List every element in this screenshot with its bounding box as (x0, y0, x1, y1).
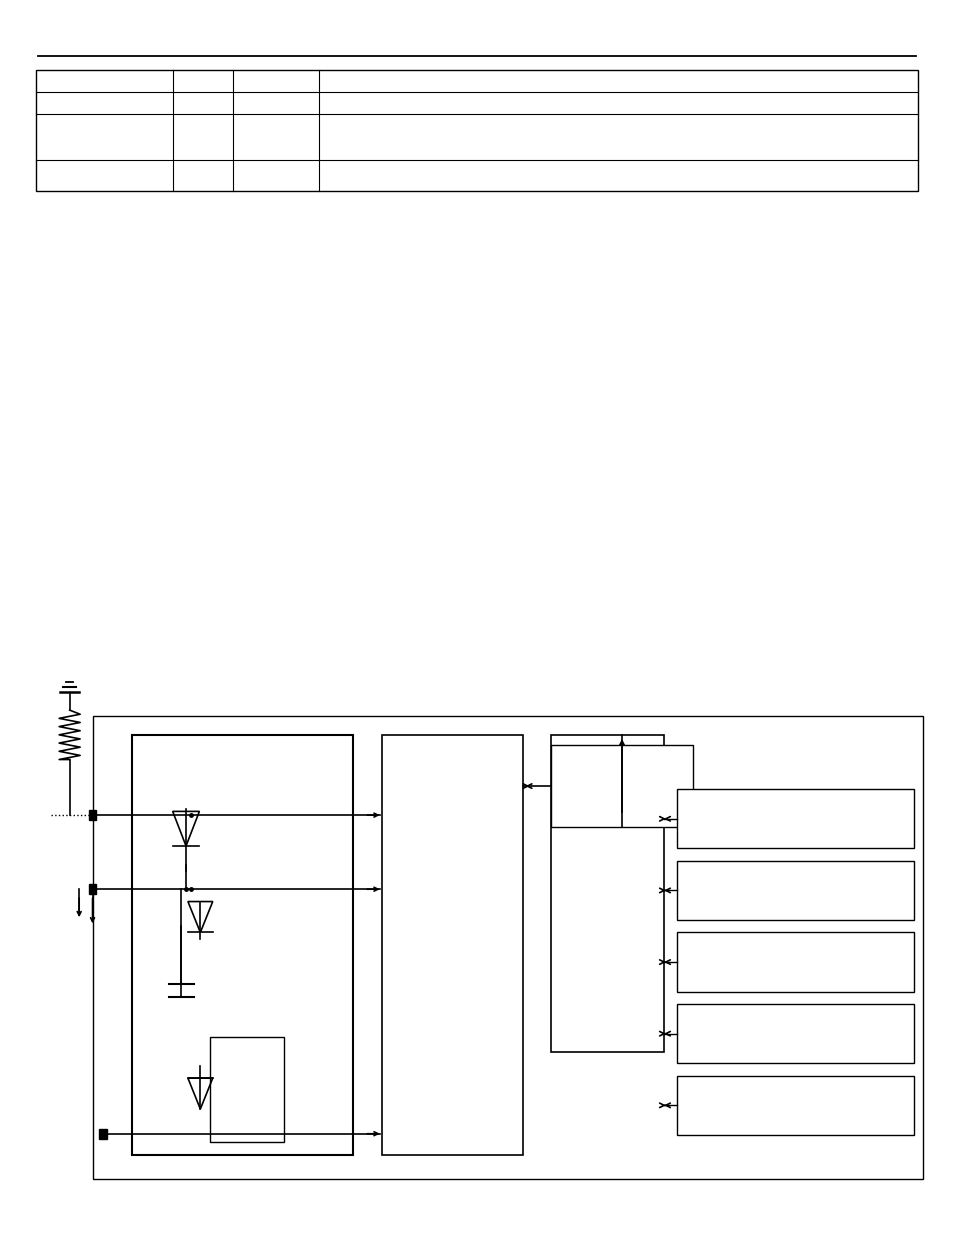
Bar (89, 884, 96, 894)
Bar (677, 932, 913, 992)
Bar (99, 1129, 107, 1139)
Bar (132, 735, 353, 1155)
Bar (551, 735, 663, 1052)
Bar (381, 735, 522, 1155)
Bar (89, 810, 96, 820)
Bar (677, 1004, 913, 1063)
Bar (677, 1076, 913, 1135)
Bar (36, 70, 917, 191)
Bar (551, 745, 692, 827)
Bar (92, 716, 922, 1179)
Bar (677, 861, 913, 920)
Bar (677, 789, 913, 848)
Bar (210, 1037, 284, 1142)
